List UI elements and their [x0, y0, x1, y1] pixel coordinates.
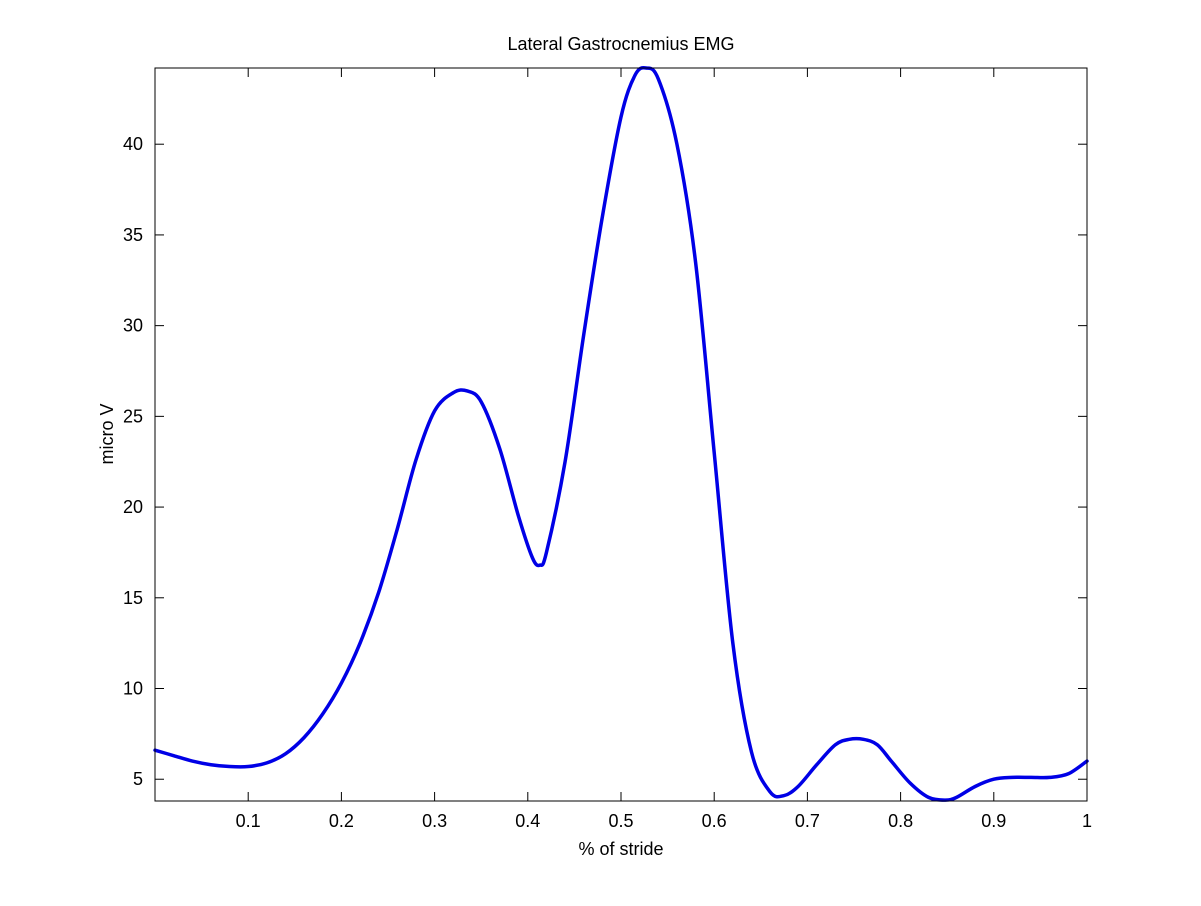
x-tick-label: 0.7 [795, 811, 820, 831]
y-tick-labels: 5 10 15 20 25 30 35 40 [123, 134, 143, 789]
x-tick-labels: 0.1 0.2 0.3 0.4 0.5 0.6 0.7 0.8 0.9 1 [236, 811, 1092, 831]
y-tick-label: 40 [123, 134, 143, 154]
x-tick-label: 0.8 [888, 811, 913, 831]
y-tick-label: 30 [123, 316, 143, 336]
series-line [153, 65, 1089, 802]
y-axis-label: micro V [97, 403, 117, 464]
chart-title: Lateral Gastrocnemius EMG [507, 34, 734, 54]
y-tick-label: 10 [123, 679, 143, 699]
y-tick-label: 20 [123, 497, 143, 517]
axes-box [154, 67, 1088, 802]
x-tick-label: 0.1 [236, 811, 261, 831]
y-tick-label: 5 [133, 769, 143, 789]
x-tick-label: 0.4 [515, 811, 540, 831]
axes-background [155, 68, 1087, 801]
y-tick-label: 15 [123, 588, 143, 608]
x-tick-label: 0.5 [608, 811, 633, 831]
x-tick-label: 0.6 [702, 811, 727, 831]
x-tick-label: 0.2 [329, 811, 354, 831]
y-tick-label: 35 [123, 225, 143, 245]
y-tick-label: 25 [123, 406, 143, 426]
x-axis-label: % of stride [578, 839, 663, 859]
x-tick-label: 1 [1082, 811, 1092, 831]
x-tick-label: 0.9 [981, 811, 1006, 831]
x-tick-label: 0.3 [422, 811, 447, 831]
